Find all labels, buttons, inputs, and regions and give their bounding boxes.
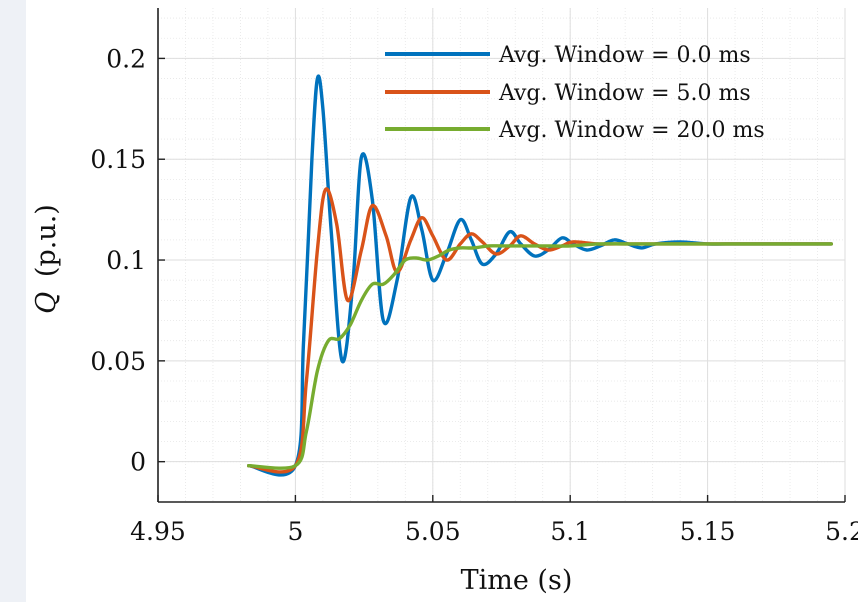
- legend-label-0: Avg. Window = 0.0 ms: [498, 43, 751, 68]
- series-layer: [247, 74, 833, 477]
- axes: [157, 8, 846, 503]
- legend-label-2: Avg. Window = 20.0 ms: [498, 118, 765, 143]
- legend-entry-1: Avg. Window = 5.0 ms: [385, 81, 751, 106]
- series-line-0: [247, 74, 833, 477]
- series-line-2: [247, 242, 833, 470]
- x-tick-label: 5.2: [825, 517, 858, 546]
- x-tick-label: 5.05: [405, 517, 461, 546]
- legend-entry-0: Avg. Window = 0.0 ms: [385, 43, 751, 68]
- y-tick-label: 0: [130, 448, 146, 477]
- x-tick-label: 4.95: [130, 517, 186, 546]
- x-tick-label: 5.1: [550, 517, 590, 546]
- y-axis-label-symbol: Q: [31, 292, 62, 314]
- legend-label-1: Avg. Window = 5.0 ms: [498, 81, 751, 106]
- major-grid: [157, 8, 846, 502]
- side-strip: [0, 0, 26, 602]
- y-axis-label-unit: (p.u.): [31, 204, 62, 277]
- x-tick-label: 5: [287, 517, 303, 546]
- svg-text:Q (p.u.): Q (p.u.): [31, 204, 62, 314]
- y-tick-label: 0.05: [90, 347, 146, 376]
- legend: Avg. Window = 0.0 ms Avg. Window = 5.0 m…: [385, 43, 765, 143]
- legend-entry-2: Avg. Window = 20.0 ms: [385, 118, 765, 143]
- x-tick-label: 5.15: [680, 517, 736, 546]
- y-tick-label: 0.15: [90, 145, 146, 174]
- y-axis-label: Q (p.u.): [31, 204, 62, 314]
- y-tick-label: 0.2: [106, 44, 146, 73]
- x-axis-label: Time (s): [461, 565, 573, 596]
- tick-labels: 4.95 5 5.05 5.1 5.15 5.2 0 0.05 0.1 0.15 0.2: [90, 44, 858, 546]
- y-tick-label: 0.1: [106, 246, 146, 275]
